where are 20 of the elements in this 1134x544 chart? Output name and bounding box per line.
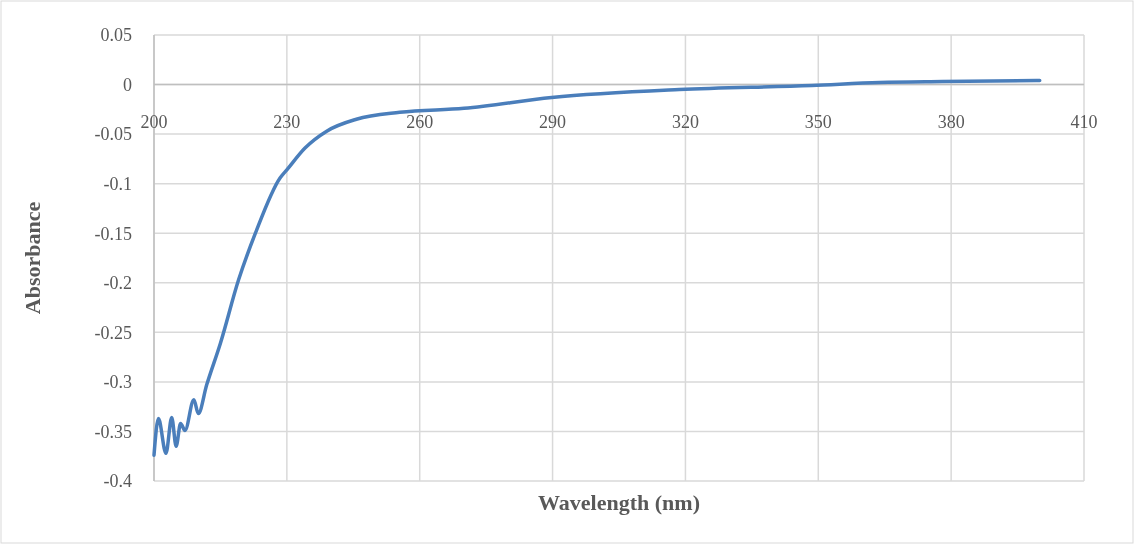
y-tick-label: -0.05 xyxy=(94,124,132,145)
x-tick-label: 350 xyxy=(804,111,832,132)
y-axis-title: Absorbance xyxy=(20,201,45,315)
x-tick-label: 410 xyxy=(1070,111,1098,132)
y-tick-label: 0 xyxy=(123,74,132,95)
y-tick-label: 0.05 xyxy=(100,25,132,46)
y-tick-label: -0.4 xyxy=(103,471,132,492)
x-tick-label: 200 xyxy=(140,111,168,132)
y-tick-label: -0.1 xyxy=(103,173,132,194)
y-tick-label: -0.2 xyxy=(103,273,132,294)
x-tick-label: 230 xyxy=(273,111,301,132)
x-axis-title: Wavelength (nm) xyxy=(538,490,700,515)
y-tick-label: -0.3 xyxy=(103,372,132,393)
x-tick-label: 260 xyxy=(406,111,434,132)
x-tick-label: 320 xyxy=(671,111,699,132)
y-tick-label: -0.35 xyxy=(94,421,132,442)
y-tick-label: -0.25 xyxy=(94,322,132,343)
y-tick-label: -0.15 xyxy=(94,223,132,244)
x-tick-label: 380 xyxy=(937,111,965,132)
x-tick-label: 290 xyxy=(539,111,567,132)
